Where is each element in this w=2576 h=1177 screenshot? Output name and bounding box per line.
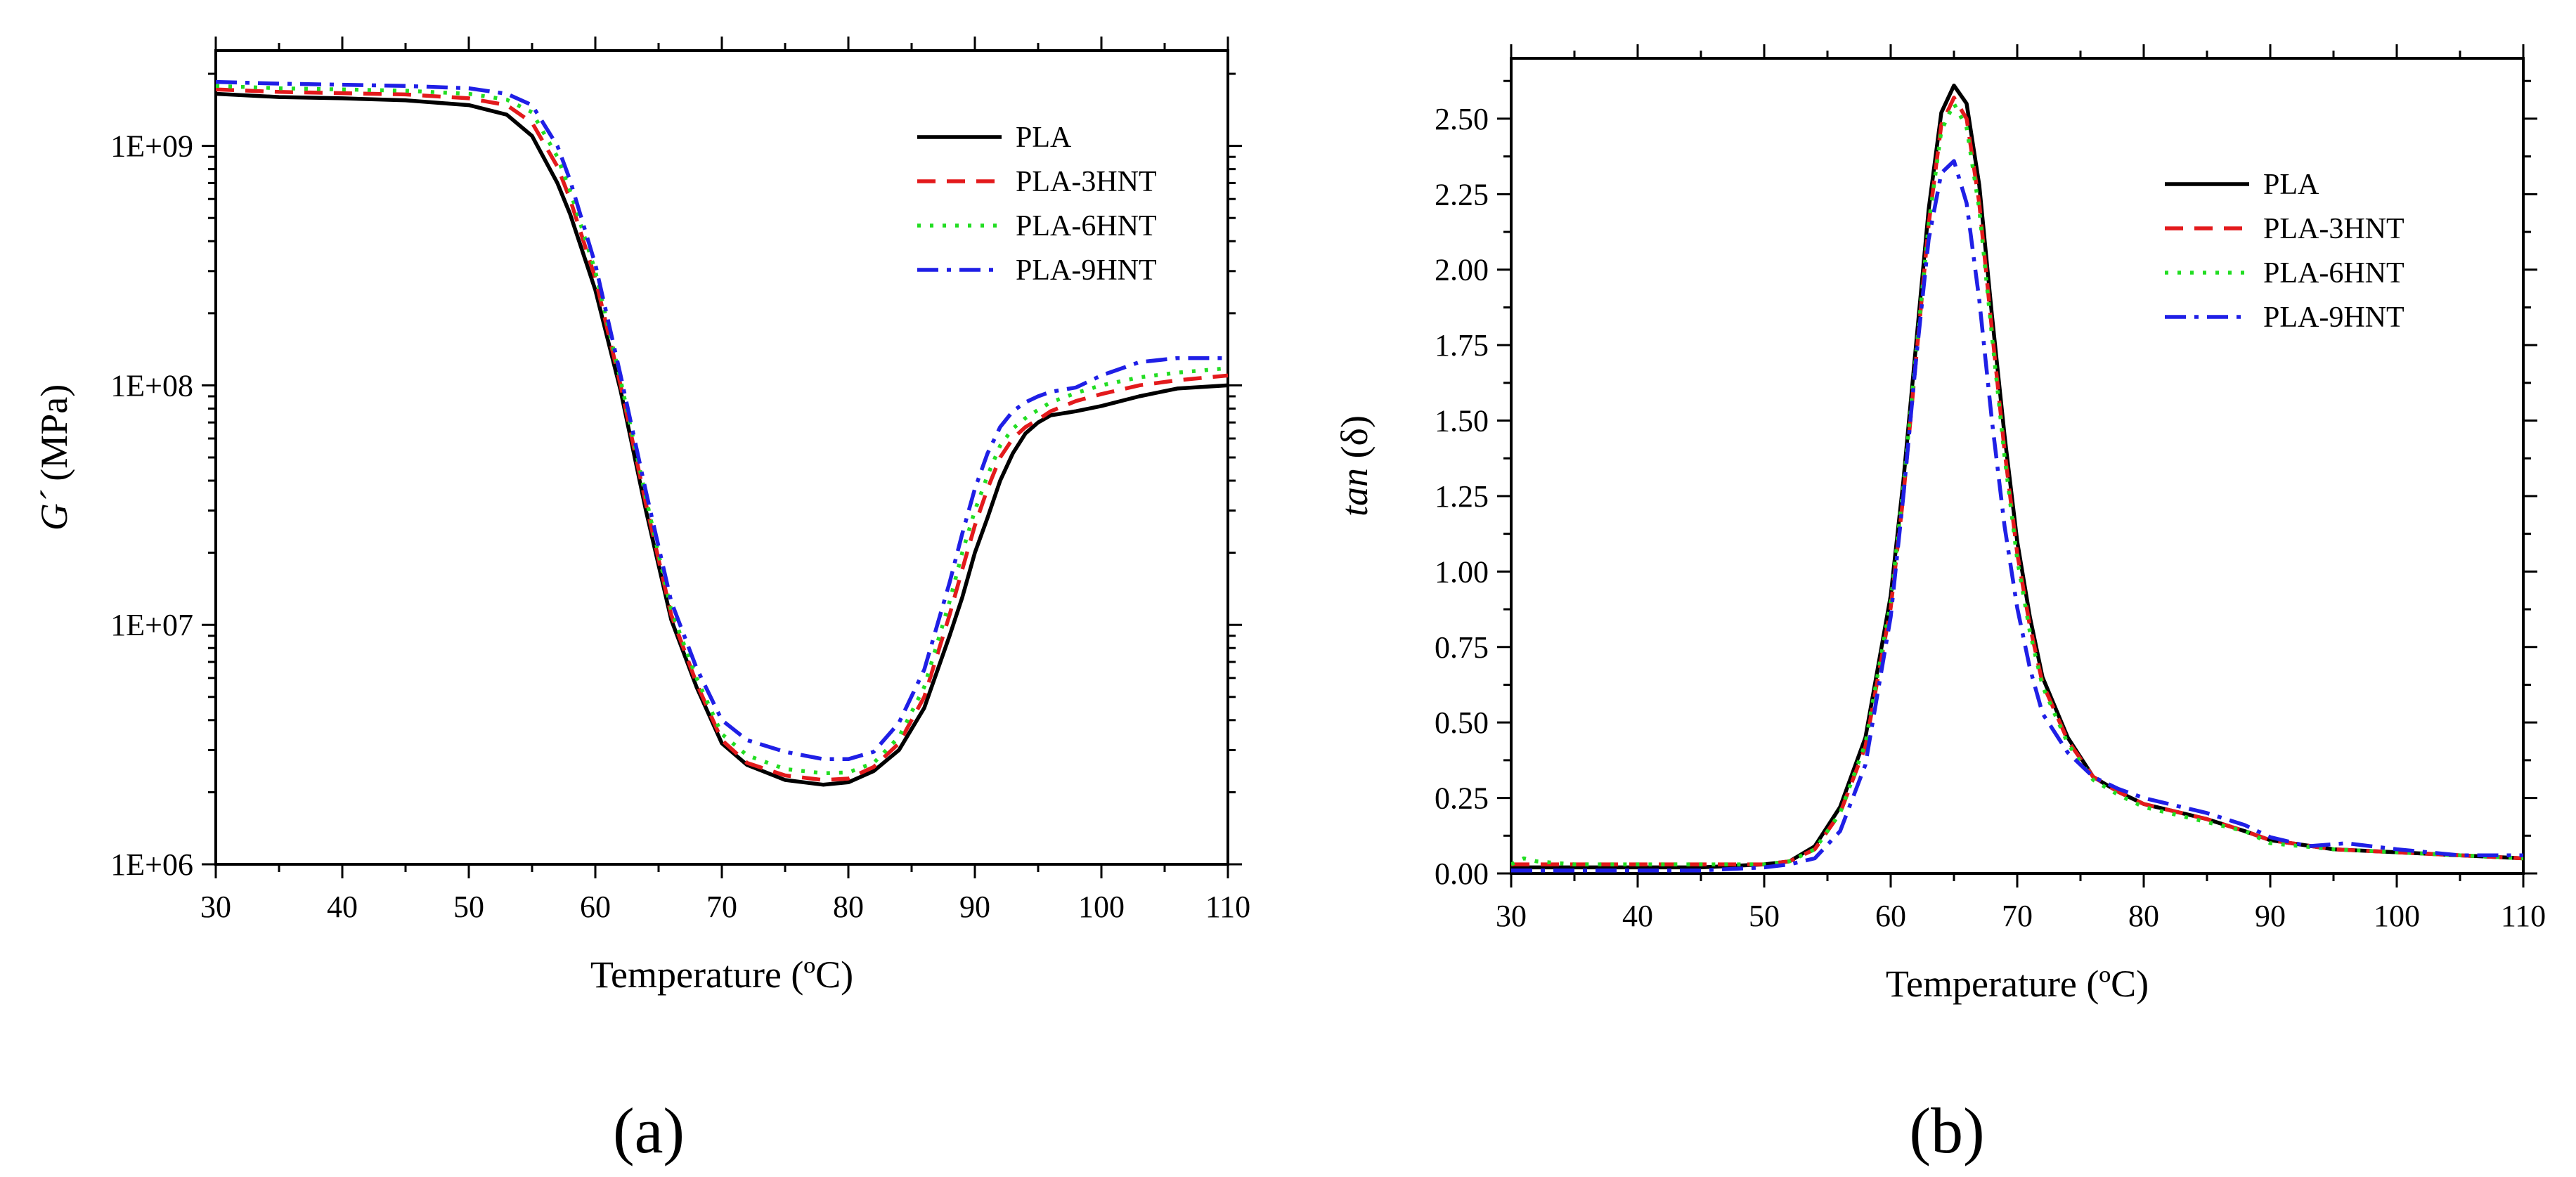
- y-axis-title: G´ (MPa): [33, 384, 75, 531]
- panel-a-chart: 30 40 50 60 70 80 90 100 110 1E+06 1E+07 1E+08 1E+09…: [33, 37, 1250, 1166]
- y-tick-label: 0.75: [1435, 630, 1489, 665]
- x-tick-label: 90: [2255, 899, 2286, 933]
- x-tick-label: 80: [833, 890, 864, 924]
- legend-label: PLA: [1016, 122, 1072, 154]
- legend-label: PLA-3HNT: [2263, 213, 2405, 245]
- x-tick-label: 50: [453, 890, 484, 924]
- x-tick-label: 90: [959, 890, 990, 924]
- x-tick-label: 100: [2374, 899, 2420, 933]
- y-axis-title-symbol: tan: [1333, 468, 1376, 516]
- y-tick-label: 0.00: [1435, 857, 1489, 891]
- x-tick-label: 70: [706, 890, 737, 924]
- legend-label: PLA-9HNT: [2263, 301, 2405, 334]
- series-line-pla: [216, 91, 1228, 787]
- y-tick-label: 1.25: [1435, 479, 1489, 514]
- y-tick-label: 1E+06: [110, 847, 193, 882]
- y-tick-label: 2.50: [1435, 102, 1489, 136]
- x-tick-label: 40: [1622, 899, 1653, 933]
- x-axis-title: Temperature (ºC): [590, 954, 853, 996]
- x-tick-label: 80: [2128, 899, 2159, 933]
- x-axis-title: Temperature (ºC): [1886, 963, 2149, 1005]
- x-tick-label: 100: [1078, 890, 1125, 924]
- y-axis-title-unit: (δ): [1333, 415, 1376, 468]
- x-tick-label: 40: [327, 890, 358, 924]
- series-line-pla-6hnt: [1511, 101, 2523, 866]
- y-tick-label: 1.00: [1435, 554, 1489, 589]
- y-axis-title-unit: (MPa): [33, 384, 75, 490]
- x-tick-label: 50: [1749, 899, 1780, 933]
- y-tick-label: 0.25: [1435, 781, 1489, 816]
- y-tick-label: 1.50: [1435, 404, 1489, 438]
- x-tick-label: 60: [580, 890, 611, 924]
- x-tick-label: 70: [2002, 899, 2033, 933]
- y-tick-label: 0.50: [1435, 705, 1489, 740]
- series-line-pla-9hnt: [216, 79, 1228, 762]
- x-tick-label: 110: [1205, 890, 1250, 924]
- series-line-pla-9hnt: [1511, 159, 2523, 873]
- legend-label: PLA-6HNT: [1016, 210, 1157, 242]
- plot-frame: [1510, 57, 2525, 875]
- y-axis-title: tan (δ): [1333, 415, 1376, 516]
- panel-label: (b): [1909, 1095, 1984, 1166]
- x-tick-label: 30: [200, 890, 231, 924]
- y-tick-label: 1E+09: [110, 129, 193, 164]
- y-tick-label: 2.25: [1435, 177, 1489, 212]
- legend-label: PLA-3HNT: [1016, 166, 1157, 198]
- x-tick-label: 110: [2501, 899, 2546, 933]
- y-tick-label: 2.00: [1435, 253, 1489, 287]
- y-tick-label: 1E+07: [110, 608, 193, 642]
- legend-label: PLA-9HNT: [1016, 254, 1157, 287]
- series-line-pla-3hnt: [216, 87, 1228, 782]
- legend-label: PLA-6HNT: [2263, 257, 2405, 290]
- panel-b-chart: 30 40 50 60 70 80 90 100 110 0.00 0.25 0.50 0.75 1.00…: [1333, 44, 2546, 1166]
- series-line-pla: [1511, 83, 2523, 870]
- y-axis-title-symbol: G´: [33, 490, 75, 531]
- panel-label: (a): [613, 1095, 685, 1166]
- legend-label: PLA: [2263, 169, 2319, 201]
- x-tick-label: 30: [1496, 899, 1527, 933]
- y-tick-label: 1.75: [1435, 328, 1489, 363]
- x-tick-label: 60: [1875, 899, 1906, 933]
- y-tick-label: 1E+08: [110, 368, 193, 403]
